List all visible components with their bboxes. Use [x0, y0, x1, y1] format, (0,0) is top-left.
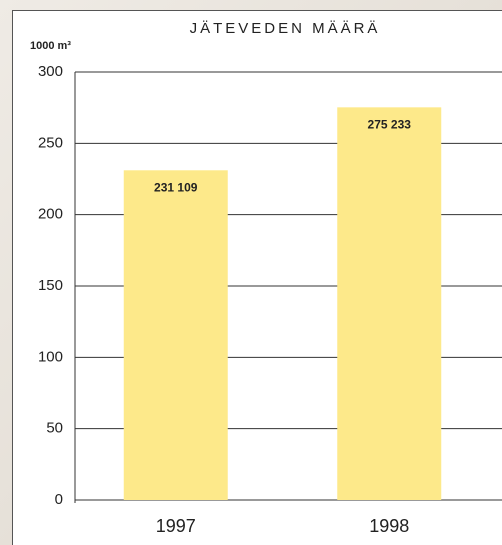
- y-tick-label: 50: [46, 420, 63, 437]
- bar: [123, 170, 228, 501]
- y-axis-label: 1000 m³: [30, 40, 71, 52]
- y-tick-label: 0: [55, 491, 63, 508]
- bar: [337, 107, 442, 500]
- y-tick-label: 100: [38, 348, 63, 365]
- x-tick-label: 1997: [156, 516, 196, 536]
- y-tick-label: 150: [38, 277, 63, 294]
- value-label: 231 109: [154, 180, 198, 194]
- y-tick-label: 200: [38, 206, 63, 223]
- x-tick-label: 1998: [369, 516, 409, 536]
- value-label: 275 233: [368, 118, 412, 132]
- y-tick-label: 300: [38, 63, 63, 80]
- y-tick-label: 250: [38, 134, 63, 151]
- chart-title: JÄTEVEDEN MÄÄRÄ: [190, 20, 381, 37]
